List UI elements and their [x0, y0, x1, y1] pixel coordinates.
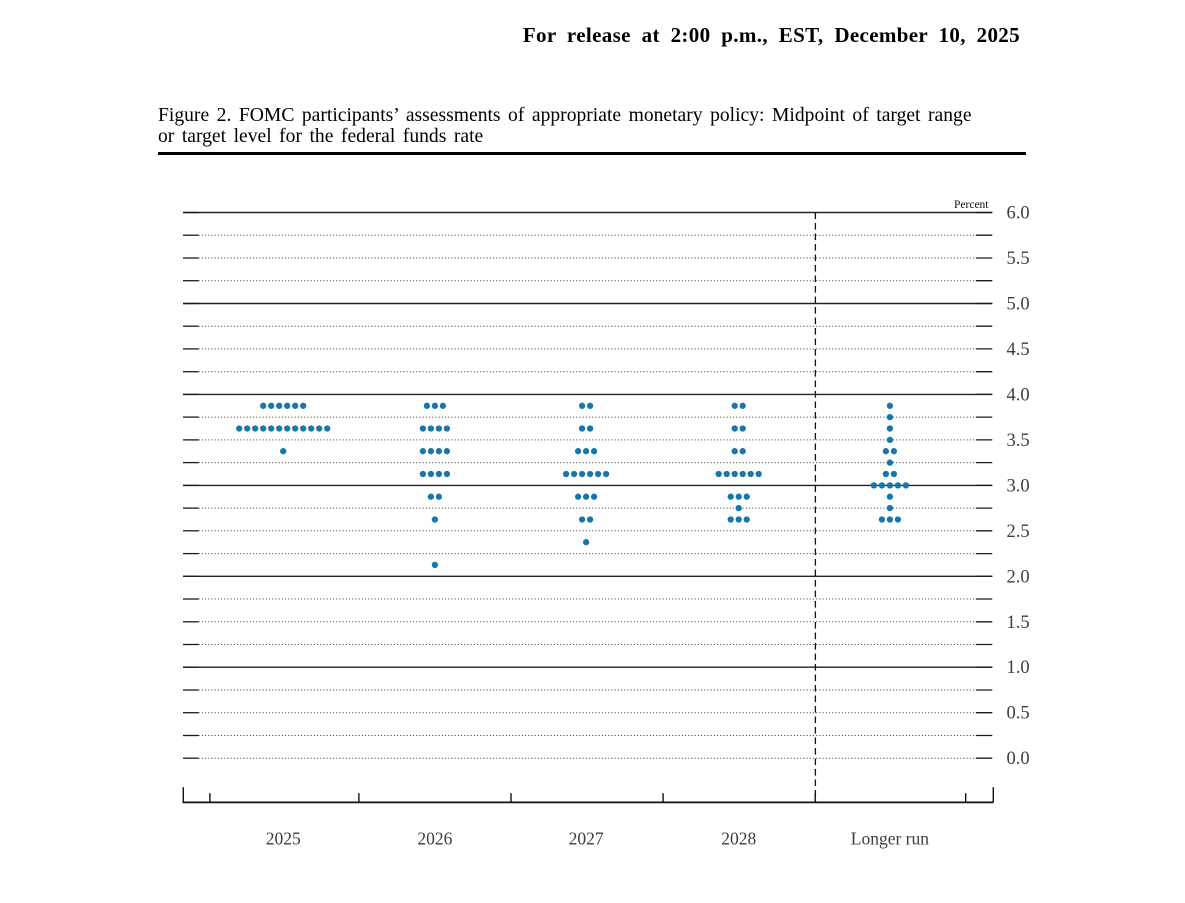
svg-text:2026: 2026 — [417, 829, 452, 849]
svg-text:6.0: 6.0 — [1007, 204, 1030, 224]
svg-text:2027: 2027 — [569, 829, 604, 849]
svg-text:2025: 2025 — [266, 829, 301, 849]
svg-text:0.0: 0.0 — [1007, 749, 1030, 769]
svg-text:4.0: 4.0 — [1007, 385, 1030, 405]
svg-text:1.0: 1.0 — [1007, 658, 1030, 678]
svg-text:Longer run: Longer run — [851, 829, 929, 849]
svg-text:0.5: 0.5 — [1007, 704, 1030, 724]
svg-text:3.0: 3.0 — [1007, 476, 1030, 496]
svg-text:5.0: 5.0 — [1007, 295, 1030, 315]
svg-text:5.5: 5.5 — [1007, 249, 1030, 269]
svg-text:1.5: 1.5 — [1007, 613, 1030, 633]
svg-text:Percent: Percent — [954, 199, 989, 211]
svg-text:4.5: 4.5 — [1007, 340, 1030, 360]
svg-text:3.5: 3.5 — [1007, 431, 1030, 451]
svg-text:2.5: 2.5 — [1007, 522, 1030, 542]
svg-text:2.0: 2.0 — [1007, 567, 1030, 587]
svg-text:2028: 2028 — [721, 829, 756, 849]
